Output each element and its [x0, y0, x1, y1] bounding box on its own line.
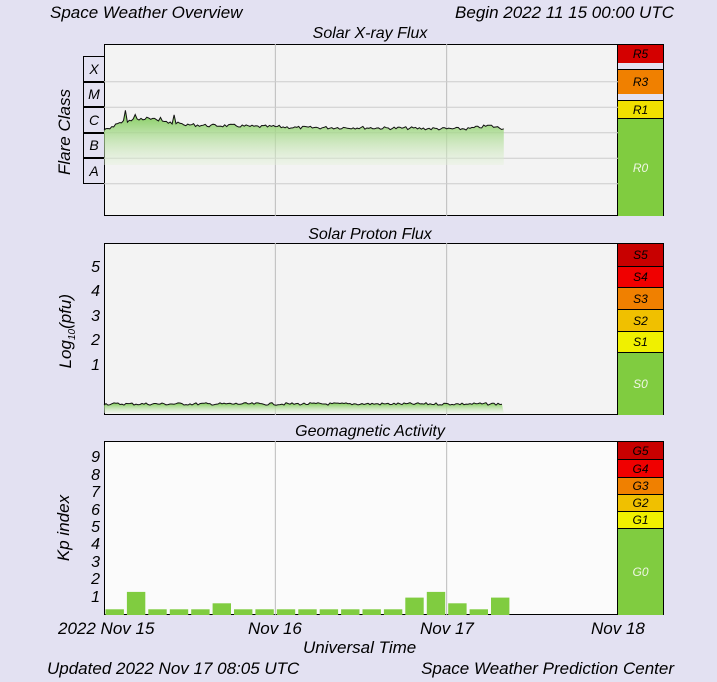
proton-plot-area	[104, 243, 618, 415]
scale-G3: G3	[618, 477, 663, 494]
kp-bar	[383, 609, 403, 615]
x-tick-0: 2022 Nov 15	[58, 619, 155, 638]
proton-tick-4: 4	[91, 283, 100, 301]
x-axis-label: Universal Time	[303, 638, 417, 657]
proton-line	[103, 402, 503, 406]
kp-bar	[298, 609, 317, 615]
footer-center: Space Weather Prediction Center	[421, 659, 674, 678]
x-tick-1: Nov 16	[248, 619, 302, 638]
scale-S3: S3	[618, 287, 663, 309]
kp-bar	[276, 609, 296, 615]
xray-title: Solar X-ray Flux	[312, 25, 428, 42]
kp-bar	[234, 609, 253, 615]
xray-r-scale: R5 R3 R1 R0	[618, 44, 664, 216]
kp-bar	[319, 609, 339, 615]
kp-tick-3: 3	[91, 553, 100, 571]
flare-class-B: B	[83, 132, 104, 158]
geomag-plot-area	[104, 441, 618, 615]
scale-R5: R5	[618, 45, 663, 63]
proton-title: Solar Proton Flux	[308, 226, 432, 243]
footer-updated: Updated 2022 Nov 17 08:05 UTC	[47, 659, 300, 678]
kp-bar	[212, 603, 231, 615]
scale-S4: S4	[618, 266, 663, 287]
header-title: Space Weather Overview	[50, 3, 243, 22]
flare-class-A: A	[83, 158, 104, 184]
scale-G4: G4	[618, 459, 663, 477]
kp-tick-4: 4	[91, 536, 100, 554]
kp-tick-6: 6	[91, 501, 100, 519]
kp-tick-5: 5	[91, 519, 100, 536]
scale-R0: R0	[618, 118, 663, 216]
kp-bar	[191, 609, 210, 615]
kp-tick-7: 7	[91, 484, 100, 502]
proton-tick-5: 5	[91, 258, 100, 276]
scale-R1: R1	[618, 100, 663, 118]
proton-s-scale: S5 S4 S3 S2 S1 S0	[618, 243, 664, 415]
kp-bar	[448, 603, 467, 615]
xray-area	[104, 110, 504, 165]
flare-class-X: X	[83, 56, 104, 82]
scale-G2: G2	[618, 494, 663, 511]
scale-S5: S5	[618, 244, 663, 266]
proton-tick-1: 1	[91, 356, 100, 374]
scale-R3: R3	[618, 69, 663, 94]
flare-class-M: M	[83, 81, 104, 107]
kp-bar	[169, 609, 189, 615]
kp-bar	[255, 609, 274, 615]
kp-tick-1: 1	[91, 588, 100, 606]
kp-bar	[126, 591, 146, 615]
kp-bar	[469, 609, 488, 615]
x-tick-2: Nov 17	[420, 619, 474, 638]
x-tick-3: Nov 18	[591, 619, 645, 638]
proton-area	[104, 402, 504, 413]
kp-bar	[362, 609, 381, 615]
kp-bar	[405, 597, 424, 615]
kp-bar	[426, 591, 446, 615]
proton-tick-2: 2	[91, 332, 100, 350]
geomag-g-scale: G5 G4 G3 G2 G1 G0	[618, 441, 664, 615]
scale-G0: G0	[618, 528, 663, 615]
kp-bar	[105, 609, 124, 615]
scale-G1: G1	[618, 511, 663, 528]
kp-tick-9: 9	[91, 449, 100, 467]
kp-bar	[341, 609, 360, 615]
scale-G5: G5	[618, 442, 663, 459]
scale-S2: S2	[618, 309, 663, 331]
kp-bar	[148, 609, 167, 615]
proton-tick-3: 3	[91, 307, 100, 325]
kp-tick-8: 8	[91, 466, 100, 484]
scale-S0: S0	[618, 352, 663, 415]
geomag-title: Geomagnetic Activity	[295, 423, 445, 440]
xray-line	[103, 110, 504, 131]
header-begin-time: Begin 2022 11 15 00:00 UTC	[455, 3, 674, 22]
kp-tick-2: 2	[91, 571, 100, 589]
kp-bar	[491, 597, 510, 615]
scale-S1: S1	[618, 331, 663, 352]
flare-class-C: C	[83, 107, 104, 133]
